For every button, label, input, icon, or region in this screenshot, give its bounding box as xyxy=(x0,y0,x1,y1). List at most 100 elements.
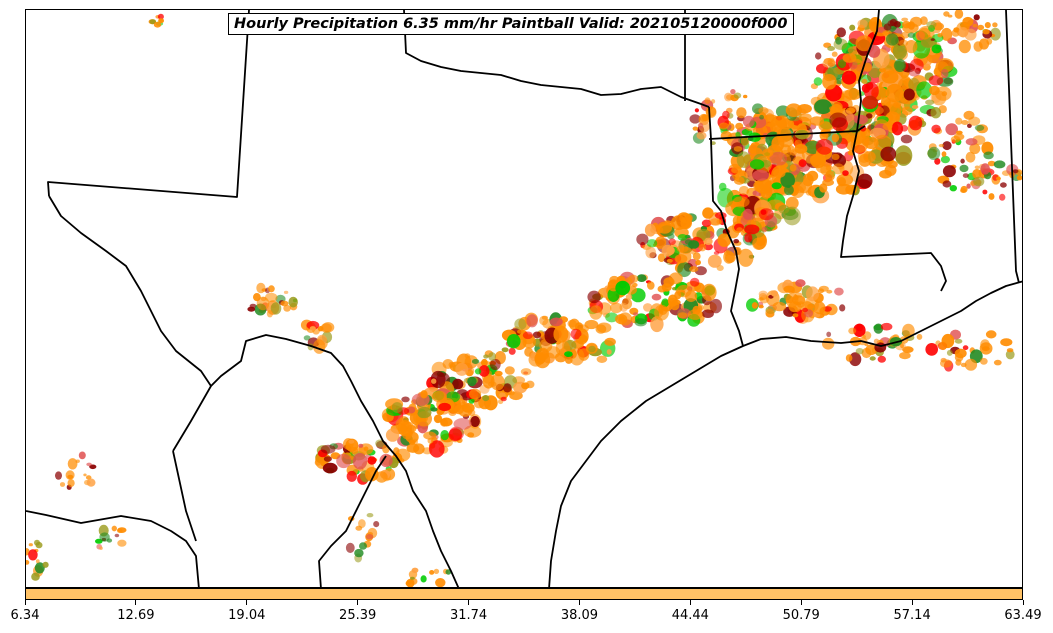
precip-paintball xyxy=(489,358,501,371)
precip-paintball xyxy=(427,437,434,444)
precip-paintball xyxy=(771,182,782,190)
precip-paintball xyxy=(805,286,820,302)
precip-paintball xyxy=(483,354,489,359)
colorbar-tick-mark xyxy=(135,600,137,605)
precip-paintball xyxy=(605,312,619,323)
precip-paintball xyxy=(855,35,873,52)
precip-paintball xyxy=(393,447,400,455)
precip-paintball xyxy=(322,462,338,474)
precip-paintball xyxy=(283,304,291,312)
precip-paintball xyxy=(985,330,997,339)
precip-paintball xyxy=(406,578,415,587)
precip-paintball xyxy=(832,163,845,175)
precip-paintball xyxy=(940,68,949,79)
precip-paintball xyxy=(697,122,704,129)
precip-paintball xyxy=(596,322,612,333)
precip-paintball xyxy=(735,131,741,138)
precip-paintball xyxy=(738,185,750,196)
precip-paintball xyxy=(826,331,832,337)
precip-paintball xyxy=(379,453,393,468)
precip-paintball xyxy=(807,303,815,309)
precip-paintball xyxy=(733,146,743,152)
precip-paintball xyxy=(610,302,623,314)
precip-paintball xyxy=(280,300,289,307)
colorbar-tick-mark xyxy=(1022,600,1024,605)
precip-paintball xyxy=(440,430,450,441)
precip-paintball xyxy=(783,184,794,196)
precip-paintball xyxy=(980,339,990,350)
precip-paintball xyxy=(792,313,799,318)
coahuila-line xyxy=(172,450,197,542)
gulf-coast xyxy=(548,280,1022,587)
precip-paintball xyxy=(366,513,374,518)
precip-paintball xyxy=(1000,182,1007,188)
precip-paintball xyxy=(826,289,833,294)
precip-paintball xyxy=(690,248,697,255)
precip-paintball xyxy=(974,124,985,131)
precip-paintball xyxy=(863,151,876,163)
precip-paintball xyxy=(880,146,897,162)
precip-paintball xyxy=(506,334,521,349)
precip-paintball xyxy=(707,254,722,268)
precip-paintball xyxy=(689,114,701,124)
precip-paintball xyxy=(736,107,747,119)
precip-paintball xyxy=(742,115,755,128)
mexico-border-south xyxy=(318,455,387,587)
precip-paintball xyxy=(733,176,745,185)
colorbar-tick-mark xyxy=(578,600,580,605)
precip-paintball xyxy=(738,248,754,267)
precip-paintball xyxy=(882,123,893,131)
precip-paintball xyxy=(955,117,963,125)
precip-paintball xyxy=(853,323,866,337)
precip-paintball xyxy=(86,478,96,487)
precip-paintball xyxy=(470,416,480,427)
precip-paintball xyxy=(901,17,909,22)
precip-paintball xyxy=(417,406,432,419)
precip-paintball xyxy=(482,395,490,402)
precip-paintball xyxy=(689,266,699,273)
precip-paintball xyxy=(99,546,103,550)
precip-paintball xyxy=(695,259,701,266)
precip-paintball xyxy=(751,302,759,309)
precip-paintball xyxy=(646,239,658,248)
precip-paintball xyxy=(845,354,853,362)
precip-paintball xyxy=(894,58,906,72)
precip-paintball xyxy=(358,443,364,448)
precip-paintball xyxy=(988,193,995,200)
precip-paintball xyxy=(814,99,832,115)
precip-paintball xyxy=(980,163,990,175)
precip-paintball xyxy=(931,44,942,54)
precip-paintball xyxy=(910,16,923,27)
precip-paintball xyxy=(954,10,964,19)
precip-paintball xyxy=(958,39,971,54)
precip-paintball xyxy=(813,301,826,315)
precip-paintball xyxy=(837,59,847,69)
precip-paintball xyxy=(633,312,639,316)
precip-paintball xyxy=(938,143,945,148)
precip-paintball xyxy=(654,236,667,249)
precip-paintball xyxy=(942,141,952,151)
precip-paintball xyxy=(694,108,700,113)
precip-paintball xyxy=(835,36,842,45)
precip-paintball xyxy=(865,344,878,356)
precip-paintball xyxy=(679,213,693,224)
precip-paintball xyxy=(692,252,701,261)
precip-paintball xyxy=(517,329,524,334)
precip-paintball xyxy=(502,383,512,393)
colorbar-tick-label: 38.09 xyxy=(560,608,599,623)
colorbar-tick-label: 50.79 xyxy=(782,608,820,623)
precip-paintball xyxy=(954,348,967,359)
precip-paintball xyxy=(661,298,669,308)
precip-paintball xyxy=(981,141,994,155)
precip-paintball xyxy=(931,124,941,134)
precip-paintball xyxy=(701,283,717,302)
precip-paintball xyxy=(666,246,675,255)
precip-paintball xyxy=(902,323,915,339)
precip-paintball xyxy=(1005,349,1015,360)
precip-paintball xyxy=(900,343,904,349)
precip-paintball xyxy=(765,308,775,318)
precip-paintball xyxy=(955,130,963,135)
precip-paintball xyxy=(701,309,714,319)
precip-paintball xyxy=(717,233,732,247)
precip-paintball xyxy=(247,306,256,312)
